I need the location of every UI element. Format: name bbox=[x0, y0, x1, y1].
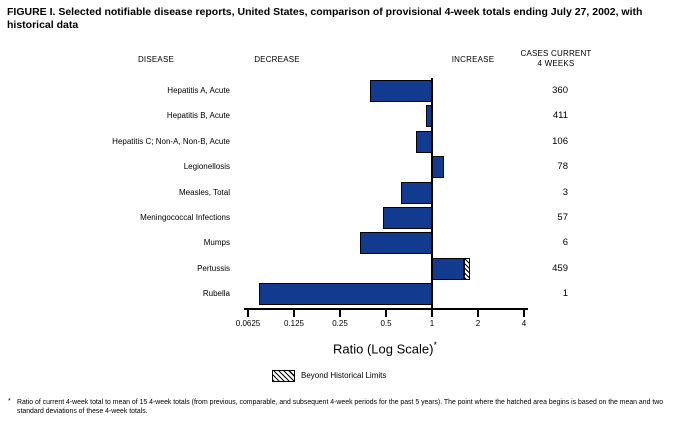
axis-tick-label: 1 bbox=[429, 319, 435, 328]
cases-value: 360 bbox=[552, 85, 568, 96]
cases-header-line1: CASES CURRENT bbox=[520, 49, 592, 58]
cases-value: 1 bbox=[562, 288, 568, 300]
disease-label: Pertussis bbox=[197, 263, 230, 273]
footnote: * Ratio of current 4-week total to mean … bbox=[8, 398, 690, 416]
disease-label: Legionellosis bbox=[183, 162, 230, 172]
ratio-bar bbox=[432, 257, 465, 280]
axis-tick bbox=[293, 308, 295, 317]
axis-tick-label: 2 bbox=[475, 319, 481, 328]
legend-label: Beyond Historical Limits bbox=[301, 371, 387, 380]
cases-value: 459 bbox=[552, 262, 568, 274]
baseline-reference-line bbox=[431, 78, 433, 310]
axis-tick bbox=[523, 308, 525, 317]
disease-label: Meningococcal Infections bbox=[140, 213, 230, 222]
axis-tick-label: 0.25 bbox=[332, 319, 348, 328]
cases-header-line2: 4 WEEKS bbox=[537, 58, 575, 68]
ratio-bar bbox=[360, 232, 432, 255]
axis-tick-label: 4 bbox=[521, 319, 527, 328]
ratio-bar bbox=[259, 283, 432, 306]
ratio-bar bbox=[383, 207, 432, 229]
disease-label: Measles, Total bbox=[179, 187, 230, 197]
axis-tick bbox=[339, 308, 341, 317]
ratio-bar bbox=[369, 80, 432, 102]
column-header-decrease: DECREASE bbox=[254, 55, 300, 64]
axis-tick bbox=[477, 308, 479, 317]
disease-label: Hepatitis C; Non-A, Non-B, Acute bbox=[112, 136, 230, 146]
cases-value: 106 bbox=[552, 135, 568, 147]
column-header-cases-current-4-weeks: CASES CURRENT 4 WEEKS bbox=[501, 49, 611, 68]
beyond-limits-bar-segment bbox=[464, 257, 470, 280]
cases-value: 411 bbox=[552, 110, 568, 122]
disease-label: Mumps bbox=[203, 238, 230, 248]
figure-title: FIGURE I. Selected notifiable disease re… bbox=[7, 6, 643, 31]
axis-tick-label: 0.0625 bbox=[235, 319, 261, 328]
cases-value: 3 bbox=[562, 186, 568, 198]
ratio-bar bbox=[416, 130, 432, 153]
x-axis-label: Ratio (Log Scale)* bbox=[333, 340, 437, 357]
column-header-disease: DISEASE bbox=[137, 55, 175, 64]
axis-tick bbox=[247, 308, 249, 317]
axis-tick-label: 0.125 bbox=[283, 319, 305, 328]
footnote-asterisk: * bbox=[8, 398, 11, 405]
footnote-text: Ratio of current 4-week total to mean of… bbox=[17, 399, 664, 415]
cases-value: 57 bbox=[557, 212, 568, 223]
axis-tick-label: 0.5 bbox=[380, 319, 392, 328]
beyond-historical-limits-hatch-swatch bbox=[272, 370, 295, 382]
disease-label: Hepatitis B, Acute bbox=[166, 111, 230, 121]
axis-label-asterisk: * bbox=[433, 340, 437, 350]
ratio-bar bbox=[432, 156, 444, 179]
ratio-bar bbox=[401, 181, 432, 204]
disease-label: Rubella bbox=[202, 289, 230, 299]
cases-value: 6 bbox=[562, 237, 568, 249]
axis-tick bbox=[385, 308, 387, 317]
column-header-increase: INCREASE bbox=[451, 55, 495, 64]
disease-label: Hepatitis A, Acute bbox=[167, 86, 230, 95]
cases-value: 78 bbox=[557, 161, 568, 173]
axis-tick bbox=[431, 308, 433, 317]
